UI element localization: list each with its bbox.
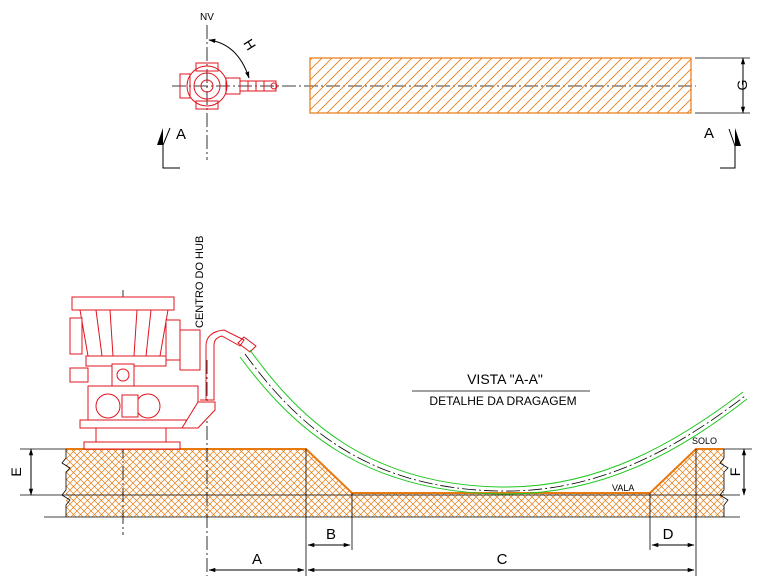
ground-label: SOLO <box>692 436 717 446</box>
trench-label: VALA <box>612 483 634 493</box>
dredge-hose-lower <box>239 356 748 495</box>
g-dimension-label: G <box>734 80 750 91</box>
view-title: VISTA "A-A" <box>467 371 543 387</box>
svg-text:A: A <box>176 126 186 143</box>
dredge-area-plan <box>309 57 692 114</box>
angle-h-arc <box>208 38 250 79</box>
f-dimension-label: F <box>727 468 743 477</box>
b-dimension-label: B <box>326 526 336 543</box>
section-marker-right: A <box>704 125 741 169</box>
soil-profile <box>66 449 724 517</box>
angle-h-label: H <box>240 36 259 53</box>
ground-surface-line <box>66 448 724 494</box>
svg-text:A: A <box>704 125 714 142</box>
dredge-elevation-icon <box>69 296 257 450</box>
left-break-mark <box>61 449 71 517</box>
view-subtitle: DETALHE DA DRAGAGEM <box>429 394 576 408</box>
c-dimension-label: C <box>497 551 508 568</box>
section-marker-left: A <box>157 126 186 169</box>
section-view: E F SOLO VALA CENTRO DO HUB <box>8 236 752 576</box>
dredge-plan-icon <box>179 62 278 110</box>
plan-view: NV H G A <box>157 12 750 169</box>
hose-centerline <box>244 353 746 492</box>
hub-center-label: CENTRO DO HUB <box>194 236 206 328</box>
right-break-mark <box>719 449 729 517</box>
d-dimension-label: D <box>663 526 674 543</box>
north-label: NV <box>200 12 214 23</box>
e-dimension-label: E <box>8 467 24 476</box>
dredge-hose-upper <box>249 349 744 488</box>
a-dimension-label: A <box>252 551 262 568</box>
